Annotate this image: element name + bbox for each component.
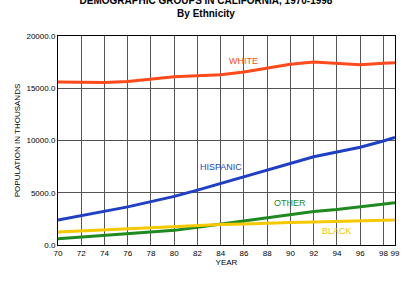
svg-text:20000.0: 20000.0 xyxy=(26,32,55,41)
svg-text:84: 84 xyxy=(216,249,225,258)
svg-text:90: 90 xyxy=(286,249,295,258)
svg-text:96: 96 xyxy=(356,249,365,258)
svg-text:15000.0: 15000.0 xyxy=(26,84,55,93)
svg-text:70: 70 xyxy=(54,249,63,258)
svg-text:BLACK: BLACK xyxy=(322,226,352,236)
svg-text:HISPANIC: HISPANIC xyxy=(200,162,242,172)
svg-text:99: 99 xyxy=(391,249,400,258)
svg-text:WHITE: WHITE xyxy=(229,56,258,66)
svg-text:82: 82 xyxy=(193,249,202,258)
svg-text:72: 72 xyxy=(77,249,86,258)
svg-text:DEMOGRAPHIC GROUPS IN CALIFORN: DEMOGRAPHIC GROUPS IN CALIFORNIA, 1970-1… xyxy=(80,0,333,19)
svg-text:98: 98 xyxy=(379,249,388,258)
svg-text:76: 76 xyxy=(123,249,132,258)
svg-text:92: 92 xyxy=(309,249,318,258)
svg-text:86: 86 xyxy=(239,249,248,258)
svg-text:78: 78 xyxy=(147,249,156,258)
svg-text:10000.0: 10000.0 xyxy=(26,136,55,145)
svg-text:POPULATION IN THOUSANDS: POPULATION IN THOUSANDS xyxy=(13,84,22,198)
svg-text:94: 94 xyxy=(332,249,341,258)
svg-text:5000.0: 5000.0 xyxy=(31,189,56,198)
svg-text:88: 88 xyxy=(263,249,272,258)
svg-text:80: 80 xyxy=(170,249,179,258)
svg-text:YEAR: YEAR xyxy=(216,258,238,267)
svg-text:0.0: 0.0 xyxy=(44,241,56,250)
svg-text:OTHER: OTHER xyxy=(274,198,306,208)
svg-text:74: 74 xyxy=(100,249,109,258)
